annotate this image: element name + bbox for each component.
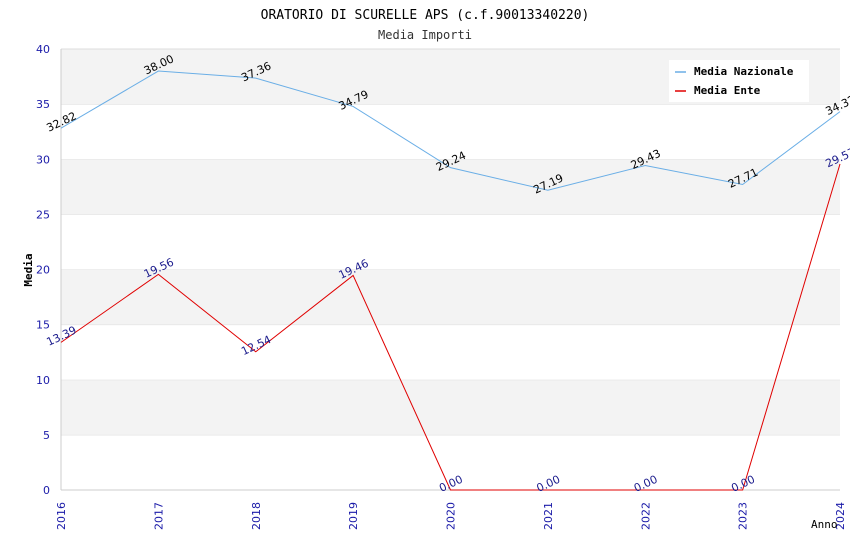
legend-box bbox=[669, 60, 809, 102]
legend: Media Nazionale Media Ente bbox=[669, 60, 809, 102]
series-lines bbox=[60, 70, 841, 491]
grid-band bbox=[61, 324, 840, 380]
legend-label-media-ente: Media Ente bbox=[694, 84, 761, 97]
grid-band bbox=[61, 214, 840, 270]
y-tick-label: 0 bbox=[43, 484, 50, 497]
x-tick-labels: 2016 2017 2018 2019 2020 2021 2022 2023 2024 bbox=[55, 502, 847, 530]
legend-label-media-nazionale: Media Nazionale bbox=[694, 65, 794, 78]
y-tick-label: 20 bbox=[36, 264, 50, 277]
x-tick-label: 2022 bbox=[639, 502, 652, 530]
y-tick-labels: 0 5 10 15 20 25 30 35 40 bbox=[36, 43, 50, 497]
x-tick-label: 2016 bbox=[55, 502, 68, 530]
x-tick-label: 2024 bbox=[834, 502, 847, 530]
x-tick-label: 2019 bbox=[347, 502, 360, 530]
grid-band bbox=[61, 379, 840, 435]
x-tick-label: 2018 bbox=[250, 502, 263, 530]
chart-title: ORATORIO DI SCURELLE APS (c.f.9001334022… bbox=[261, 8, 590, 23]
y-tick-label: 10 bbox=[36, 374, 50, 387]
grid-band bbox=[61, 434, 840, 490]
y-tick-label: 5 bbox=[43, 429, 50, 442]
x-tick-label: 2021 bbox=[542, 502, 555, 530]
x-tick-label: 2023 bbox=[737, 502, 750, 530]
grid-band bbox=[61, 269, 840, 325]
series-line-media-nazionale bbox=[60, 70, 841, 191]
grid-bands bbox=[61, 48, 840, 490]
grid-band bbox=[61, 104, 840, 160]
x-axis-label: Anno bbox=[811, 518, 838, 531]
y-tick-label: 35 bbox=[36, 98, 50, 111]
y-tick-label: 30 bbox=[36, 153, 50, 166]
chart-subtitle: Media Importi bbox=[378, 28, 472, 42]
x-tick-label: 2020 bbox=[445, 502, 458, 530]
y-tick-label: 15 bbox=[36, 319, 50, 332]
y-tick-label: 25 bbox=[36, 208, 50, 221]
series-line-media-ente bbox=[60, 163, 841, 491]
y-tick-label: 40 bbox=[36, 43, 50, 56]
x-tick-label: 2017 bbox=[152, 502, 165, 530]
grid-band bbox=[61, 159, 840, 215]
y-axis-label: Media bbox=[22, 253, 35, 286]
